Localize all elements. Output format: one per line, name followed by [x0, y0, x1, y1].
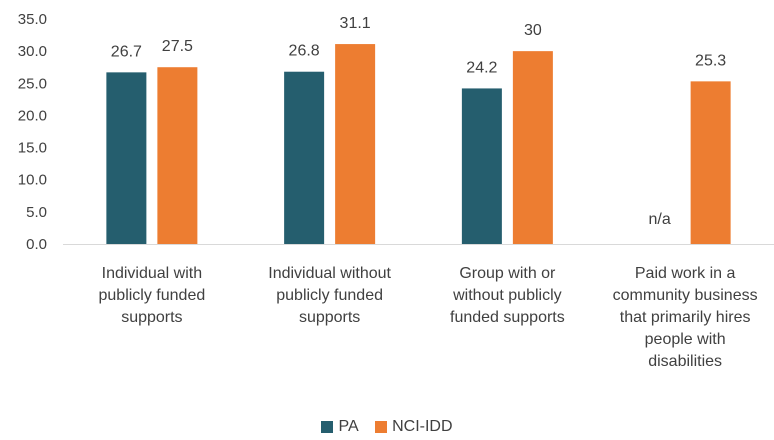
- x-category-label: publicly funded: [99, 287, 206, 304]
- legend-swatch-pa: [321, 421, 334, 433]
- y-tick-label: 10.0: [18, 172, 47, 189]
- legend: PA NCI-IDD: [0, 418, 774, 438]
- data-label: 27.5: [162, 38, 193, 55]
- bar-nci-idd-3: [690, 81, 731, 244]
- x-category-label: Individual with: [102, 265, 203, 282]
- data-label: 25.3: [695, 52, 726, 69]
- legend-label-nci-idd: NCI-IDD: [392, 418, 453, 435]
- bar-pa-2: [461, 88, 502, 244]
- legend-item-pa: PA: [321, 418, 359, 436]
- data-label: 31.1: [340, 15, 371, 32]
- data-label: 26.8: [289, 43, 320, 60]
- legend-item-nci-idd: NCI-IDD: [375, 418, 453, 436]
- x-category-label: that primarily hires: [620, 309, 751, 326]
- x-category-label: disabilities: [648, 353, 722, 370]
- bar-nci-idd-0: [157, 67, 198, 244]
- y-tick-label: 35.0: [18, 11, 47, 28]
- legend-swatch-nci-idd: [375, 421, 388, 433]
- x-category-label: supports: [121, 309, 182, 326]
- bar-nci-idd-1: [335, 44, 376, 245]
- y-tick-label: 0.0: [26, 236, 47, 253]
- data-label: 26.7: [111, 43, 142, 60]
- legend-label-pa: PA: [338, 418, 359, 435]
- y-tick-label: 5.0: [26, 204, 47, 221]
- y-tick-label: 15.0: [18, 140, 47, 157]
- bar-pa-0: [106, 72, 147, 244]
- x-category-label: people with: [645, 331, 726, 348]
- x-category-label: funded supports: [450, 309, 565, 326]
- bar-pa-1: [284, 71, 325, 244]
- y-tick-label: 20.0: [18, 107, 47, 124]
- x-category-label: supports: [299, 309, 360, 326]
- data-label: 24.2: [466, 59, 497, 76]
- data-label: 30: [524, 22, 542, 39]
- x-category-label: Individual without: [268, 265, 391, 282]
- y-tick-label: 25.0: [18, 75, 47, 92]
- x-category-label: Group with or: [459, 265, 556, 282]
- data-label: n/a: [649, 211, 671, 228]
- x-category-label: Paid work in a: [635, 265, 736, 282]
- x-category-label: publicly funded: [276, 287, 383, 304]
- x-category-label: without publicly: [452, 287, 562, 304]
- x-category-label: community business: [613, 287, 758, 304]
- bar-nci-idd-2: [512, 51, 553, 245]
- y-tick-label: 30.0: [18, 43, 47, 60]
